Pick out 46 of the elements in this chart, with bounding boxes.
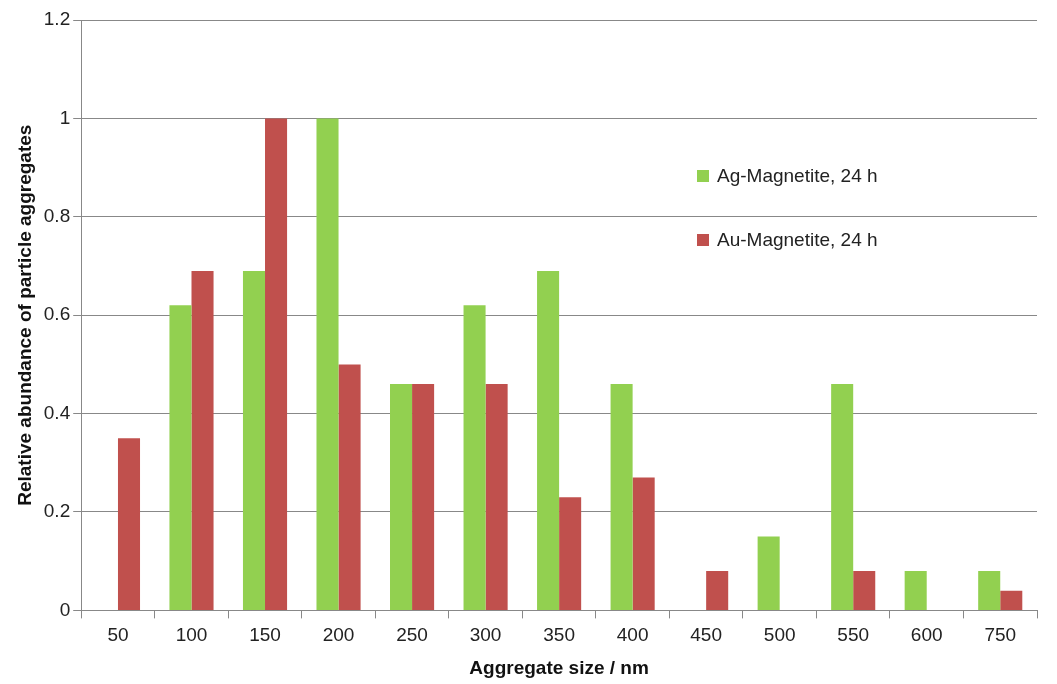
bar — [978, 571, 1001, 610]
x-tick-label: 450 — [690, 624, 722, 646]
legend-label: Au-Magnetite, 24 h — [717, 229, 878, 251]
bar — [537, 270, 560, 610]
bar — [242, 270, 266, 610]
bar — [904, 571, 927, 610]
bar — [191, 270, 214, 610]
y-tick-label: 0.8 — [43, 205, 71, 227]
x-tick-label: 300 — [469, 624, 502, 646]
x-tick-label: 350 — [543, 624, 575, 646]
bar — [463, 305, 486, 610]
y-axis-title: Relative abundance of particle aggregates — [13, 124, 35, 506]
y-tick-label: 1.2 — [43, 8, 71, 30]
bar — [338, 364, 361, 610]
bar — [265, 118, 288, 610]
y-tick-label: 0.2 — [43, 500, 71, 522]
x-tick-label: 550 — [837, 624, 870, 646]
x-tick-label: 400 — [616, 624, 649, 646]
bar — [853, 571, 876, 610]
y-tick-label: 0.6 — [43, 303, 71, 325]
x-tick-label: 150 — [249, 624, 281, 646]
bar — [1000, 590, 1023, 610]
x-tick-label: 500 — [763, 624, 796, 646]
y-tick-label: 0 — [59, 598, 71, 620]
x-tick-label: 200 — [322, 624, 355, 646]
x-tick-label: 600 — [910, 624, 943, 646]
bar — [117, 438, 141, 610]
x-tick-label: 750 — [984, 624, 1017, 646]
x-tick-label: 50 — [107, 624, 129, 646]
x-tick-label: 250 — [396, 624, 428, 646]
bar — [390, 384, 413, 610]
bar — [559, 497, 582, 610]
x-axis-title: Aggregate size / nm — [469, 656, 649, 678]
y-tick-label: 0.4 — [43, 401, 71, 423]
bar — [412, 384, 435, 610]
bar — [831, 384, 854, 610]
bar — [169, 305, 192, 610]
bar — [632, 477, 655, 610]
bar — [706, 571, 729, 610]
legend-label: Ag-Magnetite, 24 h — [717, 165, 878, 187]
bar — [610, 384, 633, 610]
y-tick-label: 1 — [59, 106, 71, 128]
bar — [316, 118, 339, 610]
bar — [485, 384, 508, 610]
x-tick-label: 100 — [175, 624, 208, 646]
bar — [757, 536, 780, 610]
